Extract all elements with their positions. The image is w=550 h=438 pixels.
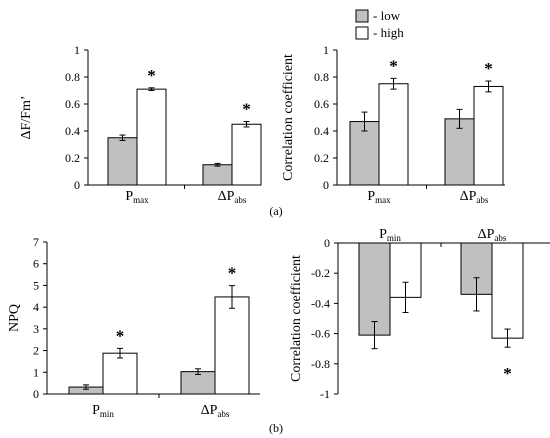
y-axis-label: Correlation coefficient bbox=[289, 255, 304, 382]
significance-star: * bbox=[484, 59, 493, 78]
y-tick-label: 1 bbox=[33, 365, 39, 379]
category-label-0: Pmin bbox=[92, 403, 114, 419]
significance-star: * bbox=[503, 364, 512, 383]
category-label-1: ΔPabs bbox=[478, 227, 507, 243]
y-tick-label: 0.6 bbox=[65, 97, 80, 111]
significance-star: * bbox=[147, 66, 156, 85]
y-axis-label: Correlation coefficient bbox=[281, 54, 296, 181]
bar-high-1 bbox=[491, 242, 524, 339]
y-tick-label: -0.6 bbox=[311, 327, 330, 341]
chart-b-right: 0 -0.2 -0.4 -0.6 -0.8 -1 Correlation coefficie… bbox=[289, 227, 550, 401]
y-tick-label: 2 bbox=[33, 344, 39, 358]
y-tick-label: 0.8 bbox=[314, 70, 329, 84]
y-tick-label: 0 bbox=[323, 178, 329, 192]
y-tick-label: 7 bbox=[33, 235, 39, 249]
significance-star: * bbox=[228, 264, 237, 283]
significance-star: * bbox=[116, 326, 125, 345]
y-tick-label: 0.2 bbox=[65, 151, 80, 165]
bar-low-0 bbox=[358, 242, 391, 336]
bar-high-1 bbox=[231, 123, 262, 186]
category-label-0: Pmax bbox=[125, 189, 149, 205]
y-tick-label: -0.8 bbox=[311, 357, 330, 371]
category-label-1: ΔPabs bbox=[201, 403, 230, 419]
bar-low-1 bbox=[202, 164, 233, 186]
y-tick-label: 1 bbox=[74, 43, 80, 57]
y-tick-label: 0 bbox=[74, 178, 80, 192]
y-tick-label: 0.6 bbox=[314, 97, 329, 111]
bar-high-0 bbox=[136, 88, 167, 186]
bar-high-0 bbox=[102, 352, 138, 395]
bar-low-0 bbox=[107, 137, 138, 186]
y-tick-label: 1 bbox=[323, 43, 329, 57]
y-tick-label: 4 bbox=[33, 300, 39, 314]
y-tick-label: 0 bbox=[33, 387, 39, 401]
y-tick-label: -0.4 bbox=[311, 296, 330, 310]
legend-label-high: - high bbox=[373, 25, 404, 40]
legend-label-low: - low bbox=[373, 8, 401, 23]
y-tick-label: 0.8 bbox=[65, 70, 80, 84]
category-label-0: Pmax bbox=[367, 189, 391, 205]
y-tick-label: 3 bbox=[33, 322, 39, 336]
y-tick-label: 0.4 bbox=[314, 124, 329, 138]
bar-low-1 bbox=[180, 371, 216, 395]
legend-swatch-high bbox=[355, 26, 369, 40]
legend: - low - high bbox=[355, 8, 404, 40]
chart-a-right: 0 0.2 0.4 0.6 0.8 1 Correlation coefficient * Pm… bbox=[281, 43, 505, 205]
chart-b-left: 0 1 2 3 4 5 6 7 NPQ * Pmin * ΔPabs bbox=[7, 235, 260, 419]
y-tick-label: -1 bbox=[320, 387, 330, 401]
y-tick-label: -0.2 bbox=[311, 266, 330, 280]
bar-high-1 bbox=[214, 296, 250, 395]
category-label-0: Pmin bbox=[379, 227, 401, 243]
chart-a-left: 0 0.2 0.4 0.6 0.8 1 ΔF/Fm’ * Pmax * ΔPabs bbox=[19, 43, 262, 205]
significance-star: * bbox=[242, 100, 251, 119]
bar-high-0 bbox=[378, 83, 409, 186]
y-tick-label: 5 bbox=[33, 278, 39, 292]
significance-star: * bbox=[389, 56, 398, 75]
y-tick-label: 6 bbox=[33, 257, 39, 271]
y-tick-label: 0 bbox=[324, 236, 330, 250]
y-axis-label: NPQ bbox=[7, 304, 22, 332]
bar-low-1 bbox=[444, 118, 475, 186]
y-axis-label: ΔF/Fm’ bbox=[19, 95, 34, 139]
panel-label-b: (b) bbox=[269, 421, 283, 435]
category-label-1: ΔPabs bbox=[218, 189, 247, 205]
category-label-1: ΔPabs bbox=[460, 189, 489, 205]
legend-swatch-low bbox=[355, 9, 369, 23]
panel-label-a: (a) bbox=[269, 204, 282, 218]
y-tick-label: 0.4 bbox=[65, 124, 80, 138]
y-tick-label: 0.2 bbox=[314, 151, 329, 165]
bar-high-1 bbox=[473, 85, 504, 186]
